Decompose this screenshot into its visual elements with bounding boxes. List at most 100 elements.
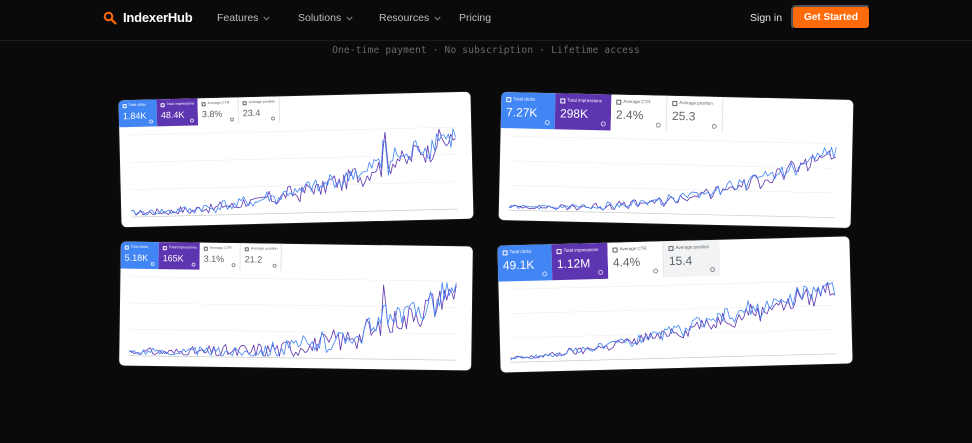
metric-total-clicks[interactable]: Total clicks 7.27K xyxy=(500,92,556,130)
metric-label: Total clicks xyxy=(513,96,536,102)
magnifier-logo-icon xyxy=(103,11,117,25)
nav-resources[interactable]: Resources xyxy=(379,12,441,24)
checkbox-icon xyxy=(672,100,678,106)
chevron-down-icon xyxy=(263,16,270,21)
nav-solutions-label: Solutions xyxy=(298,12,342,24)
metric-value: 2.4% xyxy=(615,107,644,123)
gridline xyxy=(509,304,836,314)
metric-label: Average position xyxy=(250,246,278,251)
metric-label: Total clicks xyxy=(130,244,149,249)
metric-label: Average CTR xyxy=(619,245,647,252)
checkbox-icon xyxy=(556,248,562,254)
x-axis xyxy=(129,355,456,361)
metric-label: Total impressions xyxy=(168,245,197,250)
nav-features-label: Features xyxy=(217,12,259,24)
metric-total-impressions[interactable]: Total impressions 165K xyxy=(158,242,200,270)
search-console-card-1: Total clicks 1.84K Total impressions 48.… xyxy=(118,91,474,228)
gridline xyxy=(509,185,836,194)
info-icon xyxy=(598,269,604,276)
info-icon xyxy=(655,122,661,128)
gridline xyxy=(130,276,457,282)
metric-value: 7.27K xyxy=(505,105,538,120)
info-icon xyxy=(229,117,235,122)
metric-average-ctr[interactable]: Average CTR 2.4% xyxy=(610,94,668,132)
metric-average-position[interactable]: Average position 21.2 xyxy=(240,243,282,271)
nav-resources-label: Resources xyxy=(379,12,430,24)
gridline xyxy=(130,302,456,308)
sign-in-link[interactable]: Sign in xyxy=(750,12,783,24)
series-line xyxy=(131,128,456,216)
metric-label: Average CTR xyxy=(623,98,651,105)
pricing-tagline: One-time payment · No subscription · Lif… xyxy=(332,45,640,56)
checkbox-icon xyxy=(560,97,566,103)
metric-total-clicks[interactable]: Total clicks 5.18K xyxy=(120,241,159,270)
gridline xyxy=(508,280,835,290)
metric-label: Total impressions xyxy=(563,246,599,253)
performance-chart xyxy=(508,280,837,363)
gridline xyxy=(129,329,456,335)
performance-chart xyxy=(129,126,458,218)
nav-pricing-label: Pricing xyxy=(459,12,492,24)
metric-label: Average CTR xyxy=(209,245,232,251)
search-console-card-2: Total clicks 7.27K Total impressions 298… xyxy=(498,92,854,228)
nav-features[interactable]: Features xyxy=(217,12,270,24)
gridline xyxy=(129,126,456,136)
metric-average-position[interactable]: Average position 23.4 xyxy=(238,96,281,125)
info-icon xyxy=(710,266,716,273)
metric-average-position[interactable]: Average position 25.3 xyxy=(666,95,724,134)
metric-label: Total clicks xyxy=(128,102,147,108)
metric-total-impressions[interactable]: Total impressions 1.12M xyxy=(551,242,609,281)
brand-name: IndexerHub xyxy=(123,10,193,25)
metrics-row: Total clicks 1.84K Total impressions 48.… xyxy=(118,96,281,128)
info-icon xyxy=(191,262,196,267)
checkbox-icon xyxy=(160,102,165,107)
metric-label: Average CTR xyxy=(207,100,230,106)
metric-label: Total impressions xyxy=(166,101,195,107)
gridline xyxy=(130,181,457,191)
metric-value: 298K xyxy=(559,106,589,121)
x-axis xyxy=(508,209,835,218)
metric-label: Average position xyxy=(248,99,276,105)
info-icon xyxy=(711,123,717,129)
gridline xyxy=(509,329,836,339)
metric-total-clicks[interactable]: Total clicks 1.84K xyxy=(118,99,158,128)
series-line xyxy=(508,146,837,211)
metrics-row: Total clicks 49.1K Total impressions 1.1… xyxy=(497,239,721,282)
chevron-down-icon xyxy=(346,16,353,21)
brand-logo[interactable]: IndexerHub xyxy=(103,10,193,25)
checkbox-icon xyxy=(244,246,249,251)
checkbox-icon xyxy=(668,245,674,251)
checkbox-icon xyxy=(612,246,618,253)
checkbox-icon xyxy=(201,101,206,106)
metric-average-ctr[interactable]: Average CTR 4.4% xyxy=(607,241,665,279)
chevron-down-icon xyxy=(434,16,441,21)
checkbox-icon xyxy=(502,249,508,255)
performance-chart xyxy=(508,135,837,218)
checkbox-icon xyxy=(616,99,622,105)
gridline xyxy=(509,160,836,169)
info-icon xyxy=(544,120,550,126)
metric-total-clicks[interactable]: Total clicks 49.1K xyxy=(497,244,553,282)
top-nav: IndexerHub Features Solutions Resources … xyxy=(0,0,972,41)
metric-label: Total clicks xyxy=(509,248,532,255)
gridline xyxy=(510,135,837,144)
metrics-row: Total clicks 7.27K Total impressions 298… xyxy=(500,92,724,134)
metric-value: 25.3 xyxy=(671,108,696,124)
search-console-card-3: Total clicks 5.18K Total impressions 165… xyxy=(119,241,473,371)
info-icon xyxy=(189,118,195,123)
metric-total-impressions[interactable]: Total impressions 298K xyxy=(554,93,612,131)
x-axis xyxy=(510,353,837,363)
metric-label: Total impressions xyxy=(567,97,603,104)
metric-average-position[interactable]: Average position 15.4 xyxy=(663,239,721,278)
info-icon xyxy=(600,121,606,127)
checkbox-icon xyxy=(122,103,127,108)
checkbox-icon xyxy=(162,245,167,250)
metric-average-ctr[interactable]: Average CTR 3.8% xyxy=(197,97,240,126)
metrics-row: Total clicks 5.18K Total impressions 165… xyxy=(120,241,282,271)
metric-average-ctr[interactable]: Average CTR 3.1% xyxy=(199,242,241,271)
nav-solutions[interactable]: Solutions xyxy=(298,12,353,24)
info-icon xyxy=(231,263,236,268)
nav-pricing[interactable]: Pricing xyxy=(459,12,491,24)
metric-total-impressions[interactable]: Total impressions 48.4K xyxy=(156,98,199,127)
get-started-button[interactable]: Get Started xyxy=(791,5,871,30)
